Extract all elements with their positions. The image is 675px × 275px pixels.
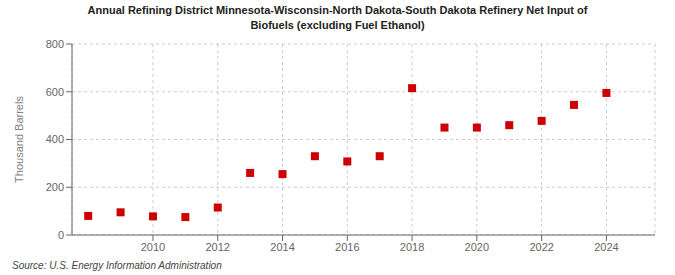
svg-text:2024: 2024 [594,241,618,253]
svg-text:0: 0 [58,229,64,241]
svg-text:2010: 2010 [141,241,165,253]
svg-text:2022: 2022 [529,241,553,253]
svg-text:Thousand Barrels: Thousand Barrels [13,96,25,183]
svg-text:2012: 2012 [206,241,230,253]
html-text:Source: U.S. Energy Informatio: Source: U.S. Energy Information Administ… [12,260,222,271]
html-text:Annual Refining District Minne: Annual Refining District Minnesota-Wisco… [87,4,588,16]
svg-text:2014: 2014 [270,241,294,253]
svg-text:200: 200 [46,181,64,193]
svg-text:400: 400 [46,133,64,145]
svg-text:2016: 2016 [335,241,359,253]
svg-text:600: 600 [46,86,64,98]
html-text:Biofuels (excluding Fuel Ethan: Biofuels (excluding Fuel Ethanol) [250,19,425,31]
svg-text:800: 800 [46,38,64,50]
svg-text:2020: 2020 [465,241,489,253]
svg-text:2018: 2018 [400,241,424,253]
